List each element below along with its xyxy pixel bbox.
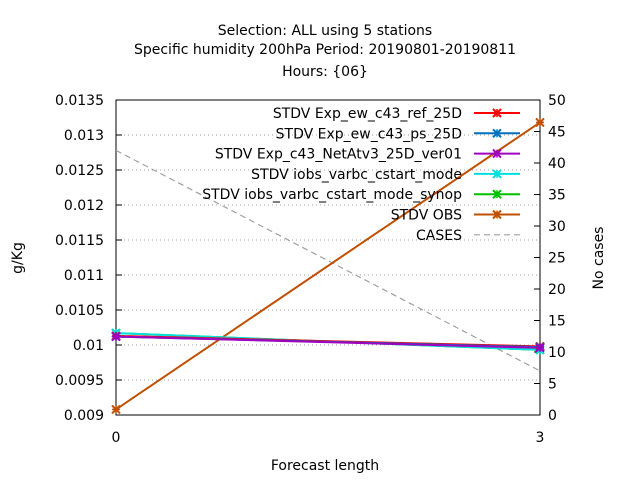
title-line-3: Hours: {06}	[282, 64, 368, 80]
x-axis-label: Forecast length	[271, 458, 379, 474]
y-tick-label: 0.0125	[55, 163, 104, 179]
data-point	[535, 117, 545, 128]
y-tick-label: 0.01	[73, 338, 104, 354]
legend-label: STDV iobs_varbc_cstart_mode_synop	[202, 187, 462, 203]
y2-tick-label: 40	[548, 156, 566, 172]
y2-axis-label: No cases	[591, 227, 607, 290]
x-tick-label: 3	[536, 430, 545, 446]
y2-tick-label: 20	[548, 282, 566, 298]
legend: STDV Exp_ew_c43_ref_25D STDV Exp_ew_c43_p…	[202, 106, 520, 244]
y2-tick-label: 25	[548, 251, 566, 267]
legend-label: STDV Exp_ew_c43_ref_25D	[273, 106, 462, 122]
title-line-2: Specific humidity 200hPa Period: 2019080…	[134, 42, 516, 58]
y-tick-label: 0.011	[64, 268, 104, 284]
data-point	[535, 343, 545, 353]
y2-tick-label: 45	[548, 125, 566, 141]
y2-tick-label: 50	[548, 93, 566, 109]
y2-tick-label: 30	[548, 219, 566, 235]
grid	[116, 134, 540, 381]
y-axis-label: g/Kg	[10, 242, 26, 274]
y2-tick-label: 10	[548, 345, 566, 361]
y-tick-label: 0.012	[64, 198, 104, 214]
y-axis-ticks: 0.009 0.0095 0.01 0.0105 0.011 0.0115 0.012 0.0…	[55, 93, 122, 424]
y2-axis-ticks: 0 5 10 15 20 25 30 35 40 45 50	[534, 93, 566, 424]
y-tick-label: 0.0115	[55, 233, 104, 249]
y2-tick-label: 35	[548, 188, 566, 204]
legend-marker	[492, 148, 502, 159]
y-tick-label: 0.013	[64, 128, 104, 144]
series-line-2	[115, 335, 541, 349]
legend-label: STDV Exp_ew_c43_ps_25D	[276, 126, 462, 142]
legend-label: CASES	[416, 228, 462, 244]
title-line-1: Selection: ALL using 5 stations	[218, 23, 432, 39]
chart-title: Selection: ALL using 5 stations Specific…	[134, 23, 516, 80]
series	[111, 117, 545, 415]
series-line-5	[115, 121, 541, 411]
legend-marker	[492, 169, 502, 179]
data-point	[111, 404, 121, 415]
legend-label: STDV Exp_c43_NetAtv3_25D_ver01	[215, 147, 462, 163]
legend-label: STDV iobs_varbc_cstart_mode	[251, 167, 462, 183]
legend-marker	[492, 128, 502, 139]
y-tick-label: 0.0105	[55, 303, 104, 319]
y2-tick-label: 0	[548, 408, 557, 424]
data-point	[111, 331, 121, 342]
legend-label: STDV OBS	[391, 208, 462, 224]
y-tick-label: 0.009	[64, 408, 104, 424]
y-tick-label: 0.0095	[55, 373, 104, 389]
x-tick-label: 0	[112, 430, 121, 446]
legend-marker	[492, 108, 502, 118]
legend-marker	[492, 209, 502, 220]
y2-tick-label: 5	[548, 377, 557, 393]
legend-marker	[492, 189, 502, 199]
y-tick-label: 0.0135	[55, 93, 104, 109]
y2-tick-label: 15	[548, 314, 566, 330]
